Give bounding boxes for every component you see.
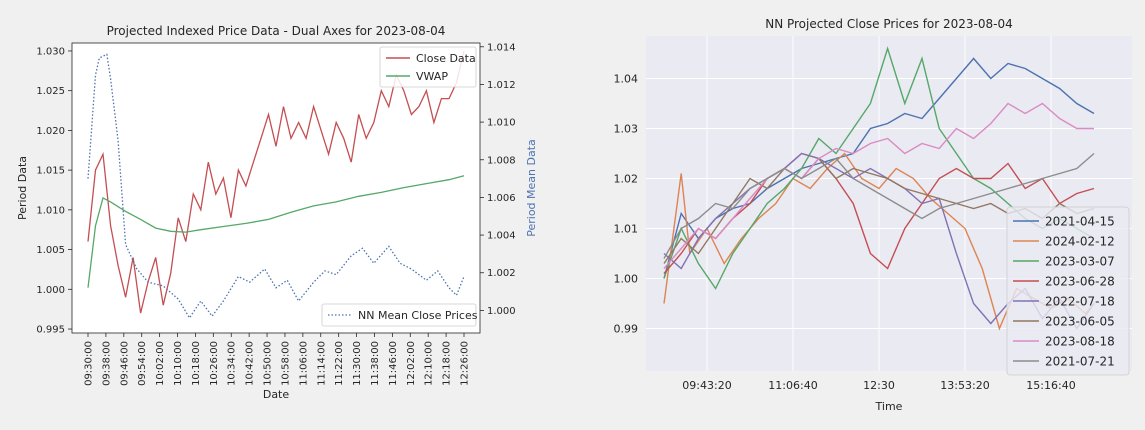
legend-label: 2023-08-18 [1045, 335, 1115, 349]
x-tick-label-left: 10:50:00 [263, 341, 274, 386]
y-tick-label-left: 0.995 [36, 325, 65, 336]
y-tick-label-right-chart: 1.02 [614, 173, 639, 186]
dual-axes-chart: Projected Indexed Price Data - Dual Axes… [16, 24, 538, 401]
x-tick-label-left: 10:18:00 [191, 341, 202, 386]
legend-box [1006, 206, 1130, 376]
x-tick-label-left: 10:34:00 [227, 341, 238, 386]
legend-top-left-chart: Close Data VWAP [379, 46, 477, 88]
y-tick-label-left: 1.000 [36, 285, 65, 296]
legend-label: 2023-06-05 [1045, 315, 1115, 329]
x-axis-label-left: Date [263, 388, 290, 401]
x-tick-label-left: 11:22:00 [334, 341, 345, 386]
series-line-2021-07-21 [663, 152, 1095, 259]
x-tick-label-right-chart: 09:43:20 [682, 379, 731, 392]
y-tick-label-left: 1.015 [36, 166, 65, 177]
y-tick-label-right: 1.002 [487, 268, 516, 279]
legend-label: 2023-03-07 [1045, 255, 1115, 269]
x-tick-label-right-chart: 15:16:40 [1026, 379, 1075, 392]
series-line-vwap [87, 175, 465, 288]
x-tick-label-left: 10:42:00 [245, 341, 256, 386]
legend-bottom-left-chart: NN Mean Close Prices [321, 303, 478, 327]
y-tick-label-right: 1.006 [487, 193, 516, 204]
series-line-2023-08-18 [663, 102, 1094, 269]
series-line-2021-04-15 [663, 57, 1095, 279]
nn-projected-chart: NN Projected Close Prices for 2023-08-04… [614, 17, 1132, 413]
y-tick-label-right: 1.008 [487, 155, 516, 166]
x-tick-label-right-chart: 11:06:40 [768, 379, 817, 392]
x-tick-label-left: 11:38:00 [370, 341, 381, 386]
y-tick-label-right: 1.004 [487, 231, 516, 242]
y-tick-label-right-chart: 1.01 [614, 223, 639, 236]
x-tick-label-left: 10:26:00 [209, 341, 220, 386]
y-tick-label-left: 1.010 [36, 205, 65, 216]
legend-label: 2024-02-12 [1045, 235, 1115, 249]
y-tick-label-left: 1.020 [36, 126, 65, 137]
y-tick-label-left: 1.030 [36, 46, 65, 57]
legend-label-vwap: VWAP [416, 70, 448, 83]
x-tick-label-left: 10:10:00 [173, 341, 184, 386]
x-tick-label-left: 11:14:00 [316, 341, 327, 386]
x-tick-label-left: 09:30:00 [84, 341, 95, 386]
x-tick-label-left: 09:38:00 [101, 341, 112, 386]
x-tick-label-left: 10:58:00 [280, 341, 291, 386]
legend-right-chart: 2021-04-15 2024-02-12 2023-03-07 2023-06-28… [1006, 206, 1130, 376]
legend-label-close: Close Data [416, 52, 476, 65]
y-axis-label-right: Period Mean Data [525, 139, 538, 237]
x-tick-label-left: 09:46:00 [119, 341, 130, 386]
plot-area-left [71, 42, 481, 334]
chart-title-left: Projected Indexed Price Data - Dual Axes… [107, 24, 446, 38]
y-tick-label-right: 1.000 [487, 306, 516, 317]
y-tick-label-right-chart: 1.00 [614, 273, 639, 286]
legend-label: 2023-06-28 [1045, 275, 1115, 289]
y-tick-label-left: 1.025 [36, 86, 65, 97]
x-tick-label-right-chart: 13:53:20 [940, 379, 989, 392]
y-tick-label-right: 1.014 [487, 42, 516, 53]
legend-label-nn-mean: NN Mean Close Prices [358, 309, 478, 322]
y-tick-label-right: 1.012 [487, 80, 516, 91]
legend-label: 2022-07-18 [1045, 295, 1115, 309]
x-tick-label-right-chart: 12:30 [863, 379, 895, 392]
x-tick-label-left: 11:06:00 [298, 341, 309, 386]
y-tick-label-left: 1.005 [36, 245, 65, 256]
x-tick-label-left: 12:10:00 [424, 341, 435, 386]
x-tick-label-left: 10:02:00 [155, 341, 166, 386]
series-line-nn-mean-close-prices [87, 53, 465, 320]
x-tick-label-left: 12:18:00 [442, 341, 453, 386]
x-tick-label-left: 12:02:00 [406, 341, 417, 386]
chart-title-right: NN Projected Close Prices for 2023-08-04 [765, 17, 1013, 31]
y-tick-label-right-chart: 0.99 [614, 323, 639, 336]
y-axis-label-left: Period Data [16, 156, 29, 220]
y-tick-label-right-chart: 1.04 [614, 73, 639, 86]
y-tick-label-right-chart: 1.03 [614, 123, 639, 136]
x-tick-label-left: 12:26:00 [460, 341, 471, 386]
x-axis-label-right: Time [875, 400, 903, 413]
x-tick-label-left: 11:46:00 [388, 341, 399, 386]
x-tick-label-left: 09:54:00 [137, 341, 148, 386]
legend-label: 2021-07-21 [1045, 355, 1115, 369]
x-tick-label-left: 11:30:00 [352, 341, 363, 386]
y-tick-label-right: 1.010 [487, 118, 516, 129]
legend-label: 2021-04-15 [1045, 215, 1115, 229]
